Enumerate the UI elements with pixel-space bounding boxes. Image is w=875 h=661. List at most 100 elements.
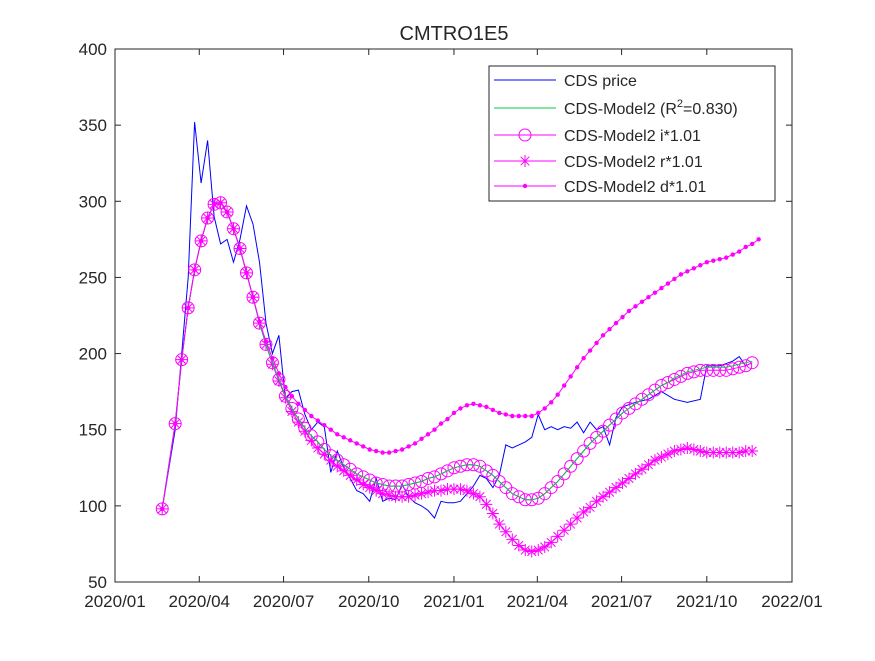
- data-point-circle: [298, 421, 312, 435]
- data-point-star: [318, 448, 331, 461]
- data-point-star: [603, 486, 616, 499]
- data-point-circle: [661, 376, 675, 390]
- data-point-dot: [432, 427, 437, 432]
- data-point-star: [746, 445, 759, 458]
- data-point-circle: [726, 362, 740, 376]
- data-point-dot: [406, 444, 411, 449]
- data-point-circle: [201, 211, 215, 225]
- data-point-dot: [724, 255, 729, 260]
- data-point-star: [700, 446, 713, 459]
- data-point-circle: [479, 464, 493, 478]
- data-point-dot: [309, 413, 314, 419]
- data-point-dot: [393, 448, 398, 454]
- data-point-dot: [549, 400, 554, 405]
- data-point-circle: [732, 360, 746, 374]
- data-point-star: [422, 486, 435, 499]
- data-point-dot: [620, 314, 625, 320]
- data-point-star: [396, 490, 409, 503]
- data-point-star: [707, 446, 720, 459]
- data-point-circle: [505, 487, 519, 501]
- series-cds-price: [161, 122, 753, 519]
- data-point-dot: [659, 285, 664, 291]
- y-tick-label: 150: [79, 421, 107, 440]
- data-point-dot: [244, 270, 249, 276]
- data-point-dot: [289, 394, 295, 399]
- data-point-star: [532, 544, 545, 557]
- series-cds-model2-r-0-830: [161, 202, 753, 509]
- data-point-dot: [172, 421, 178, 426]
- data-point-circle: [557, 467, 571, 481]
- x-tick-label: 2020/10: [338, 592, 399, 611]
- legend-entry-model2-r: CDS-Model2 r*1.01: [494, 154, 703, 171]
- data-point-dot: [451, 410, 457, 416]
- data-point-circle: [635, 392, 649, 406]
- data-point-dot: [185, 305, 191, 311]
- data-point-dot: [698, 263, 703, 268]
- data-point-star: [681, 441, 694, 454]
- data-point-dot: [464, 403, 470, 408]
- series-line: [161, 122, 753, 519]
- data-point-star: [635, 463, 648, 476]
- data-point-circle: [700, 363, 714, 377]
- data-point-dot: [419, 436, 424, 442]
- data-point-dot: [315, 418, 321, 423]
- data-point-dot: [626, 308, 632, 314]
- data-point-star: [623, 472, 636, 485]
- data-point-star: [499, 525, 512, 538]
- data-point-star: [473, 490, 486, 503]
- data-point-circle: [577, 444, 591, 458]
- data-point-star: [584, 501, 597, 514]
- y-tick-label: 100: [79, 497, 107, 516]
- data-point-dot: [386, 450, 392, 455]
- series-cds-model2-d-1-01: [160, 200, 761, 512]
- y-tick-label: 350: [79, 116, 107, 135]
- legend-entry-model2-i: CDS-Model2 i*1.01: [494, 128, 701, 145]
- y-tick-label: 300: [79, 192, 107, 211]
- legend: CDS price CDS-Model2 (R2=0.830) CDS-Mode…: [488, 65, 776, 202]
- data-point-circle: [570, 452, 584, 466]
- y-tick-label: 50: [88, 573, 107, 592]
- data-point-dot: [607, 327, 612, 332]
- data-point-circle: [175, 353, 189, 367]
- data-point-star: [434, 484, 447, 497]
- data-point-dot: [529, 413, 534, 419]
- data-point-star: [389, 490, 402, 503]
- series-line: [161, 202, 753, 509]
- legend-label-model2-r: CDS-Model2 r*1.01: [564, 154, 703, 171]
- x-tick-label: 2020/04: [169, 592, 230, 611]
- data-point-star: [506, 533, 519, 546]
- data-point-star: [357, 478, 370, 491]
- data-point-circle: [434, 467, 448, 481]
- x-tick-label: 2021/10: [676, 592, 737, 611]
- data-point-circle: [246, 290, 260, 304]
- data-point-star: [538, 540, 551, 553]
- data-point-circle: [291, 412, 305, 426]
- legend-label-model2-rest: =0.830): [683, 101, 738, 118]
- data-point-dot: [399, 447, 405, 452]
- legend-marker-dot: [522, 183, 528, 189]
- data-point-dot: [749, 241, 755, 247]
- data-point-circle: [440, 464, 454, 478]
- data-point-dot: [471, 401, 476, 407]
- data-point-star: [545, 536, 558, 549]
- data-point-star: [739, 445, 752, 458]
- data-point-circle: [622, 401, 636, 415]
- data-point-circle: [680, 366, 694, 380]
- y-tick-label: 400: [79, 40, 107, 59]
- x-tick-label: 2021/04: [507, 592, 568, 611]
- data-point-circle: [654, 379, 668, 393]
- data-point-dot: [555, 392, 560, 397]
- data-point-dot: [341, 435, 346, 440]
- data-point-star: [512, 539, 525, 552]
- data-point-star: [661, 448, 674, 461]
- legend-box: [488, 65, 776, 202]
- data-point-dot: [231, 226, 236, 231]
- data-point-dot: [250, 295, 256, 300]
- data-point-dot: [523, 413, 528, 419]
- legend-label-model2-i: CDS-Model2 i*1.01: [564, 128, 701, 145]
- data-point-dot: [361, 444, 366, 449]
- data-point-dot: [328, 427, 333, 432]
- data-point-star: [441, 483, 454, 496]
- data-point-star: [402, 490, 415, 503]
